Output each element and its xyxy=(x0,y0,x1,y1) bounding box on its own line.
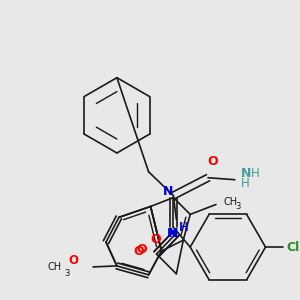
Text: H: H xyxy=(180,221,189,234)
Text: O: O xyxy=(208,155,218,168)
Text: 3: 3 xyxy=(236,202,241,211)
Text: N: N xyxy=(167,227,178,240)
Text: O: O xyxy=(150,233,161,246)
Text: N: N xyxy=(241,167,251,180)
Text: CH: CH xyxy=(47,262,61,272)
Text: H: H xyxy=(241,177,250,190)
Text: H: H xyxy=(179,221,188,234)
Text: N: N xyxy=(163,185,174,198)
Text: 3: 3 xyxy=(65,269,70,278)
Text: N: N xyxy=(168,227,178,240)
Text: Cl: Cl xyxy=(286,241,300,254)
Text: O: O xyxy=(68,254,78,268)
Text: H: H xyxy=(251,167,260,180)
Text: O: O xyxy=(136,243,147,256)
Text: O: O xyxy=(134,244,144,257)
Text: CH: CH xyxy=(224,196,238,206)
